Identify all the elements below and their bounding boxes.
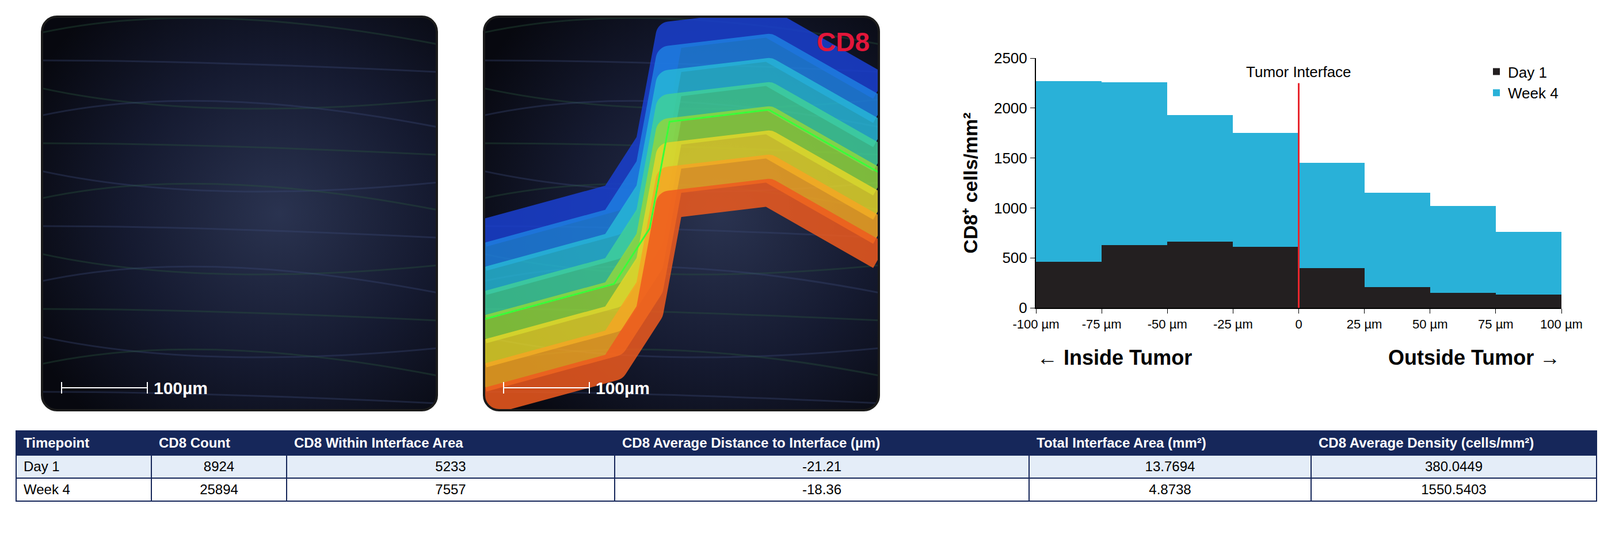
svg-text:50 µm: 50 µm <box>1412 317 1449 332</box>
html-text:4.8738: 4.8738 <box>1148 481 1192 498</box>
html-text:Timepoint: Timepoint <box>23 435 90 451</box>
svg-text:Day 1: Day 1 <box>1507 63 1548 82</box>
svg-text:Outside Tumor →: Outside Tumor → <box>1388 345 1561 370</box>
svg-text:100µm: 100µm <box>153 378 208 398</box>
svg-text:CD8⁺ cells/mm²: CD8⁺ cells/mm² <box>959 112 982 254</box>
svg-text:1000: 1000 <box>993 199 1028 217</box>
svg-text:Tumor Interface: Tumor Interface <box>1246 63 1352 81</box>
svg-text:100µm: 100µm <box>595 378 650 398</box>
svg-text:← Inside Tumor: ← Inside Tumor <box>1037 345 1192 370</box>
html-text:5233: 5233 <box>435 458 467 475</box>
svg-text:0: 0 <box>1294 317 1302 332</box>
svg-text:-100 µm: -100 µm <box>1012 317 1059 332</box>
html-text:8924: 8924 <box>203 458 235 475</box>
html-text:13.7694: 13.7694 <box>1145 458 1196 475</box>
svg-text:-25 µm: -25 µm <box>1213 317 1253 332</box>
html-text:-21.21: -21.21 <box>802 458 842 475</box>
html-text:380.0449: 380.0449 <box>1424 458 1483 475</box>
svg-text:-75 µm: -75 µm <box>1082 317 1122 332</box>
html-text:-18.36: -18.36 <box>802 481 842 498</box>
html-text:CD8 Average Density (cells/mm²: CD8 Average Density (cells/mm²) <box>1318 435 1535 451</box>
svg-text:0: 0 <box>1018 299 1027 317</box>
svg-text:75 µm: 75 µm <box>1477 317 1514 332</box>
svg-text:2500: 2500 <box>993 49 1028 67</box>
svg-text:2000: 2000 <box>993 99 1028 117</box>
html-text:1550.5403: 1550.5403 <box>1421 481 1487 498</box>
html-text:Week 4: Week 4 <box>23 481 71 498</box>
html-text:CD8 Within Interface Area: CD8 Within Interface Area <box>294 435 464 451</box>
svg-text:-50 µm: -50 µm <box>1147 317 1188 332</box>
html-text:CD8 Count: CD8 Count <box>158 435 231 451</box>
html-text:7557: 7557 <box>435 481 467 498</box>
svg-text:500: 500 <box>1002 249 1027 267</box>
svg-text:100 µm: 100 µm <box>1540 317 1583 332</box>
svg-text:Week 4: Week 4 <box>1507 84 1559 102</box>
html-text:Day 1: Day 1 <box>23 458 60 475</box>
svg-text:1500: 1500 <box>993 149 1028 167</box>
html-text:25894: 25894 <box>199 481 239 498</box>
html-text:CD8 Average Distance to Interf: CD8 Average Distance to Interface (µm) <box>622 435 881 451</box>
html-text:Total Interface Area (mm²): Total Interface Area (mm²) <box>1036 435 1207 451</box>
svg-text:CD8: CD8 <box>816 27 870 57</box>
svg-text:25 µm: 25 µm <box>1346 317 1383 332</box>
